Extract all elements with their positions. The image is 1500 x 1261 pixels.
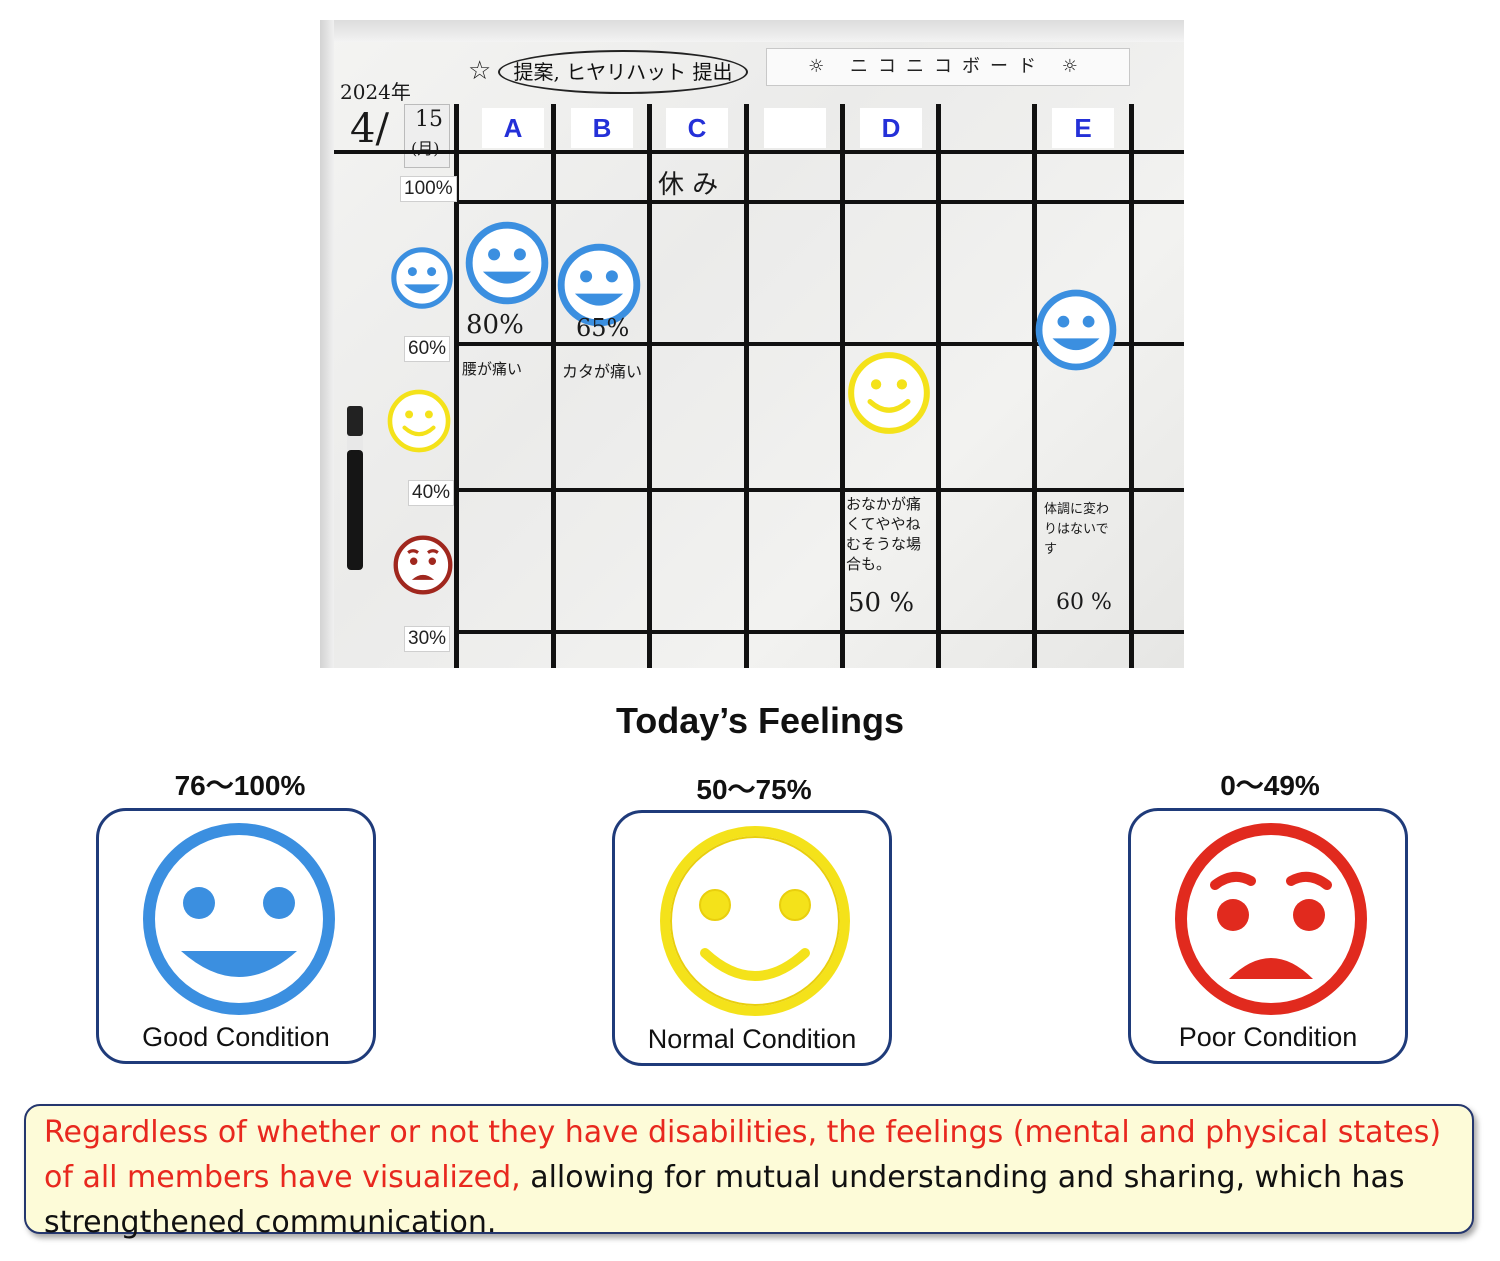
note-c-absent: 休 み — [658, 170, 719, 200]
grid-line — [1129, 104, 1134, 668]
date-month: 4/ — [350, 106, 389, 152]
note-d-percent: 50 % — [848, 588, 915, 618]
grid-line — [456, 200, 1184, 204]
poor-condition-card: Poor Condition — [1128, 808, 1408, 1064]
good-condition-card: Good Condition — [96, 808, 376, 1064]
member-e-blue-smile-icon — [1035, 289, 1117, 371]
poor-condition-label: Poor Condition — [1178, 1022, 1358, 1052]
date-day-tag: 15 (月) — [404, 104, 450, 168]
grid-line — [454, 104, 459, 668]
note-a-percent: 80% — [466, 310, 524, 340]
column-label-c: C — [666, 108, 728, 148]
yellow-smile-magnet-icon — [387, 389, 451, 453]
grid-line — [456, 342, 1184, 346]
column-label-d: D — [860, 108, 922, 148]
board-frame — [320, 20, 1184, 42]
note-a-comment: 腰が痛い — [462, 360, 523, 378]
grid-line — [647, 104, 652, 668]
blue-smile-magnet-icon — [391, 247, 453, 309]
member-b-blue-smile-icon — [557, 243, 641, 327]
legend-title: Today’s Feelings — [615, 700, 905, 741]
column-label-blank — [764, 108, 826, 148]
note-b-comment: カタが痛い — [562, 362, 643, 381]
grid-line — [334, 150, 1184, 154]
good-condition-label: Good Condition — [142, 1022, 330, 1052]
normal-condition-card: Normal Condition — [612, 810, 892, 1066]
sad-icon — [1175, 823, 1367, 1015]
grid-line — [456, 488, 1184, 492]
note-e-percent: 60 % — [1056, 590, 1112, 615]
member-a-blue-smile-icon — [465, 221, 549, 305]
grid-line — [1032, 104, 1037, 668]
column-label-a: A — [482, 108, 544, 148]
grid-line — [456, 630, 1184, 634]
smile-big-icon — [143, 823, 335, 1015]
column-label-e: E — [1052, 108, 1114, 148]
summary-note: Regardless of whether or not they have d… — [24, 1104, 1474, 1240]
member-d-yellow-smile-icon — [848, 352, 930, 434]
board-title-strip: ☼ ニコニコボード ☼ — [766, 48, 1130, 86]
percent-tag-40: 40% — [408, 480, 455, 506]
date-day: 15 — [415, 107, 443, 132]
note-b-percent: 65% — [576, 314, 630, 342]
star-doodle: ☆ — [468, 56, 492, 86]
red-sad-magnet-icon — [393, 535, 453, 595]
summary-note-highlight: Regardless of whether or not they have d… — [44, 1115, 1442, 1195]
percent-tag-30: 30% — [404, 626, 451, 652]
range-label-good: 76～100% — [174, 770, 306, 801]
range-label-normal: 50～75% — [696, 774, 812, 805]
note-d-comment: おなかが痛くてややねむそうな場合も。 — [846, 495, 922, 573]
summary-note-text: allowing for mutual understanding and sh… — [44, 1160, 1405, 1240]
column-label-b: B — [571, 108, 633, 148]
grid-line — [840, 104, 845, 668]
year-label: 2024年 — [340, 80, 411, 104]
oval-note: 提案, ヒヤリハット 提出 — [498, 50, 748, 94]
range-label-poor: 0～49% — [1220, 770, 1320, 801]
board-frame-left — [320, 20, 334, 668]
whiteboard-photo: ☆ 提案, ヒヤリハット 提出 ☼ ニコニコボード ☼ 2024年 4/ 15 … — [320, 20, 1184, 668]
percent-tag-60: 60% — [404, 336, 451, 362]
date-weekday: (月) — [411, 139, 440, 158]
percent-tag-100: 100% — [400, 176, 457, 202]
grid-line — [551, 104, 556, 668]
smile-icon — [660, 826, 850, 1016]
marker-pen-icon — [347, 406, 363, 570]
grid-line — [936, 104, 941, 668]
normal-condition-label: Normal Condition — [647, 1024, 857, 1054]
note-e-comment: 体調に変わりはないです — [1044, 502, 1110, 557]
grid-line — [744, 104, 749, 668]
